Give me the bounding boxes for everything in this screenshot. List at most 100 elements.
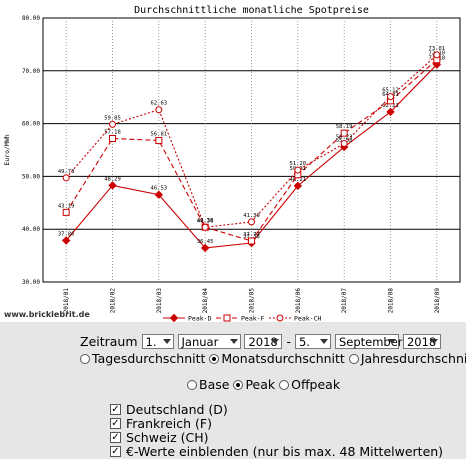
data-label: 59.85	[104, 115, 121, 121]
chevron-down-icon	[319, 339, 328, 344]
chevron-down-icon	[271, 339, 280, 344]
x-tick-label: 2018/05	[249, 288, 256, 314]
data-label: 62.63	[151, 101, 168, 107]
load-row: Base Peak Offpeak	[187, 376, 340, 392]
data-label: 51.20	[290, 161, 307, 167]
data-point	[155, 106, 163, 114]
to-day-select[interactable]: 5.	[294, 334, 331, 349]
data-label: 46.53	[151, 186, 168, 192]
data-point	[155, 136, 163, 144]
data-point	[108, 181, 117, 190]
x-tick-label: 2018/01	[63, 288, 70, 314]
data-point	[109, 134, 116, 142]
checkbox-euro-werte[interactable]: ✓ €-Werte einblenden (nur bis max. 48 Mit…	[110, 443, 443, 459]
to-month-select[interactable]: September	[334, 334, 403, 349]
radio-tagesdurchschnitt[interactable]: Tagesdurchschnitt	[80, 350, 205, 366]
checkbox-label: €-Werte einblenden (nur bis max. 48 Mitt…	[126, 444, 444, 459]
legend-marker	[169, 313, 179, 322]
range-dash: -	[286, 334, 291, 349]
x-tick-label: 2018/07	[341, 288, 348, 314]
line-chart: Durchschnittliche monatliche Spotpreise 3…	[3, 5, 461, 323]
legend-entry: Peak-D	[188, 315, 212, 323]
from-month-select[interactable]: Januar	[177, 334, 241, 349]
data-label: 65.12	[382, 88, 399, 94]
data-label: 56.81	[151, 131, 168, 137]
chevron-down-icon	[429, 339, 438, 344]
checkbox[interactable]: ✓	[110, 418, 121, 429]
checkbox-label: Frankreich (F)	[126, 416, 212, 431]
data-point	[248, 237, 255, 245]
radio-label: Base	[199, 377, 230, 392]
radio-monatsdurchschnitt[interactable]: Monatsdurchschnitt	[209, 350, 345, 366]
data-label: 48.21	[290, 177, 307, 183]
data-point	[61, 236, 71, 245]
checkbox-label: Schweiz (CH)	[126, 430, 209, 445]
watermark[interactable]: www.bricklebrit.de	[4, 310, 90, 319]
radio-base[interactable]: Base	[187, 376, 230, 392]
y-tick-label: 80.00	[22, 15, 40, 22]
x-tick-label: 2018/08	[388, 288, 395, 314]
data-label: 58.19	[336, 124, 353, 130]
from-year-value: 2018	[248, 335, 278, 349]
legend-marker	[223, 314, 231, 322]
chart-panel: Durchschnittliche monatliche Spotpreise 3…	[0, 0, 466, 322]
to-month-value: September	[338, 335, 403, 349]
data-point	[201, 223, 209, 231]
data-point	[386, 107, 395, 117]
chart-title: Durchschnittliche monatliche Spotpreise	[134, 5, 369, 16]
data-label: 37.77	[243, 232, 260, 238]
from-day-select[interactable]: 1.	[141, 334, 174, 349]
zeitraum-label: Zeitraum	[80, 334, 138, 349]
checkbox-schweiz[interactable]: ✓ Schweiz (CH)	[110, 429, 209, 445]
data-label: 56.23	[336, 135, 353, 141]
chevron-down-icon	[162, 339, 171, 344]
data-label: 40.38	[197, 218, 214, 224]
data-label: 43.19	[58, 203, 75, 209]
checkbox[interactable]: ✓	[110, 446, 121, 457]
chevron-down-icon	[387, 339, 396, 344]
data-point	[109, 120, 116, 128]
from-year-select[interactable]: 2018	[244, 334, 283, 349]
checkbox-frankreich[interactable]: ✓ Frankreich (F)	[110, 415, 212, 431]
y-tick-label: 60.00	[22, 121, 40, 128]
zeitraum-row: Zeitraum 1. Januar 2018 - 5. September 2…	[80, 333, 441, 349]
y-tick-label: 30.00	[22, 279, 40, 286]
chevron-down-icon	[229, 339, 238, 344]
radio-label: Monatsdurchschnitt	[221, 351, 345, 366]
data-point	[200, 243, 210, 253]
y-tick-label: 40.00	[22, 226, 40, 233]
data-point	[340, 140, 348, 148]
data-label: 41.39	[243, 213, 260, 219]
data-point	[433, 51, 441, 59]
legend-entry: Peak-F	[241, 315, 265, 323]
from-day-value: 1.	[145, 335, 157, 349]
radio-peak[interactable]: Peak	[233, 376, 276, 392]
to-day-value: 5.	[298, 335, 310, 349]
data-label: 62.21	[382, 103, 399, 109]
data-label: 57.18	[104, 129, 121, 135]
checkbox-deutschland[interactable]: ✓ Deutschland (D)	[110, 401, 228, 417]
x-tick-label: 2018/03	[156, 288, 163, 314]
data-label: 36.45	[197, 239, 214, 245]
data-point	[294, 166, 302, 174]
data-point	[62, 174, 70, 182]
x-tick-label: 2018/02	[110, 288, 117, 314]
checkbox[interactable]: ✓	[110, 404, 121, 415]
data-label: 49.73	[58, 169, 75, 175]
y-tick-label: 50.00	[22, 173, 40, 180]
data-point	[293, 181, 303, 191]
radio-offpeak[interactable]: Offpeak	[279, 376, 340, 392]
data-label: 37.38	[243, 234, 260, 240]
x-tick-label: 2018/04	[202, 288, 209, 314]
x-tick-label: 2018/06	[295, 288, 302, 314]
radio-label: Peak	[245, 377, 276, 392]
data-point	[340, 129, 348, 137]
radio-jahresdurchschnitt[interactable]: Jahresdurchschnitt	[348, 350, 466, 366]
to-year-select[interactable]: 2018	[402, 334, 441, 349]
checkbox[interactable]: ✓	[110, 432, 121, 443]
data-label: 37.86	[58, 231, 75, 237]
x-tick-label: 2018/09	[434, 288, 441, 314]
data-point	[432, 60, 442, 69]
aggregation-row: Tagesdurchschnitt Monatsdurchschnitt Jah…	[80, 350, 466, 366]
legend-marker	[276, 314, 284, 322]
